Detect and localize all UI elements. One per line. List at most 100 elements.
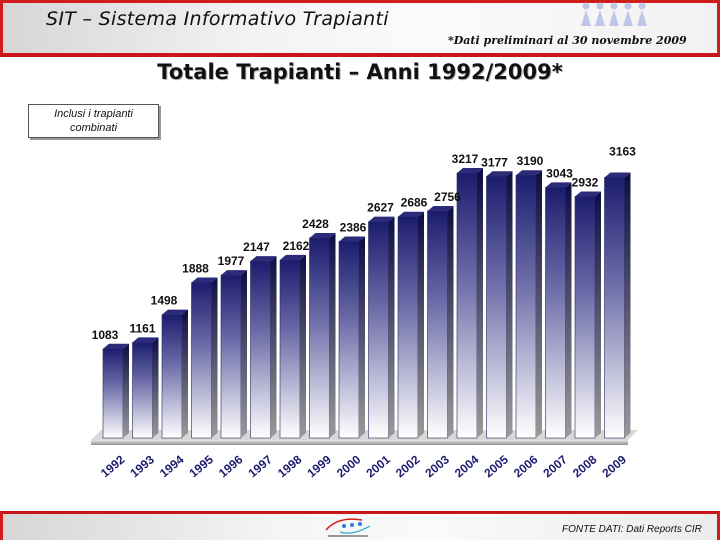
bar-top (162, 309, 188, 315)
bar-front (102, 348, 124, 439)
floor-front (91, 440, 628, 445)
bar-2006 (515, 170, 542, 439)
bar-front (309, 237, 330, 439)
value-label-1993: 1161 (129, 321, 155, 335)
cnt-logo-icon (325, 518, 371, 537)
header-divider (0, 53, 720, 57)
bar-top (398, 211, 424, 217)
x-tick-2009: 2009 (599, 452, 629, 480)
bar-2001 (368, 216, 395, 439)
bar-2007 (545, 182, 572, 439)
bar-2004 (456, 168, 483, 439)
x-tick-2002: 2002 (393, 452, 423, 480)
bar-front (486, 175, 507, 439)
bar-front (161, 314, 183, 439)
x-tick-1997: 1997 (245, 452, 275, 480)
x-tick-1996: 1996 (216, 452, 246, 480)
value-label-1992: 1083 (92, 328, 119, 342)
bar-front (250, 260, 271, 439)
bar-2000 (338, 236, 365, 439)
bar-top (280, 254, 306, 260)
bar-top (339, 236, 365, 242)
bar-side (536, 170, 542, 438)
bar-top (427, 205, 454, 211)
x-tick-1999: 1999 (304, 452, 334, 480)
bar-top (516, 170, 542, 176)
value-label-1995: 1888 (182, 261, 209, 275)
value-label-2005: 3177 (481, 155, 508, 169)
x-tick-2000: 2000 (334, 452, 364, 480)
bars-group (102, 168, 631, 439)
x-tick-1994: 1994 (157, 452, 187, 480)
bar-side (477, 168, 483, 438)
value-label-1998: 2162 (283, 239, 310, 253)
bar-side (270, 256, 277, 438)
bar-top (486, 171, 513, 177)
preliminary-note: *Dati preliminari al 30 novembre 2009 (448, 34, 687, 47)
bar-1999 (309, 232, 336, 439)
bar-1997 (250, 256, 277, 439)
bar-side (624, 172, 631, 438)
value-label-1994: 1498 (151, 294, 178, 308)
bar-front (456, 172, 478, 439)
bar-side (241, 270, 247, 438)
bar-front (368, 221, 389, 439)
value-label-1997: 2147 (243, 240, 270, 254)
bar-front (545, 187, 566, 439)
bar-top (604, 172, 631, 178)
x-tick-2003: 2003 (422, 452, 452, 480)
bar-front (574, 196, 596, 439)
chart-title: Totale Trapianti – Anni 1992/2009* (157, 60, 563, 84)
value-label-2004: 3217 (452, 152, 479, 166)
note-line-1: Inclusi i trapianti (54, 108, 133, 120)
bar-2005 (486, 171, 513, 439)
bar-top (309, 232, 336, 238)
bar-side (388, 216, 395, 438)
bar-2003 (427, 205, 454, 439)
bar-front (515, 174, 537, 439)
x-tick-1995: 1995 (186, 452, 216, 480)
value-label-1996: 1977 (218, 254, 245, 268)
x-tick-2004: 2004 (452, 452, 482, 480)
data-source: FONTE DATI: Dati Reports CIR (562, 524, 702, 535)
bar-top (545, 182, 572, 188)
bar-top (368, 216, 395, 222)
bar-top (221, 270, 247, 276)
bar-top (191, 277, 218, 283)
bar-1993 (132, 337, 159, 439)
bar-2002 (397, 211, 424, 439)
bar-side (300, 254, 306, 438)
value-label-2006: 3190 (517, 154, 544, 168)
x-tick-labels: 1992 1993 1994 1995 1996 1997 1998 1999 2000 2001… (98, 452, 629, 480)
bar-side (418, 211, 424, 438)
bar-front (338, 241, 360, 439)
bar-side (447, 205, 454, 438)
x-tick-2005: 2005 (481, 452, 511, 480)
bar-front (397, 216, 419, 439)
bar-top (103, 343, 129, 349)
bar-top (250, 256, 277, 262)
value-label-2008: 2932 (572, 175, 599, 189)
x-tick-2006: 2006 (511, 452, 541, 480)
bar-1994 (161, 309, 188, 439)
x-tick-1998: 1998 (275, 452, 305, 480)
x-tick-1993: 1993 (127, 452, 157, 480)
note-line-2: combinati (69, 122, 118, 134)
bar-front (220, 274, 242, 439)
bar-side (152, 337, 159, 438)
bar-side (211, 277, 218, 438)
bar-side (123, 343, 129, 438)
value-label-2000: 2386 (340, 220, 367, 234)
bar-top (457, 168, 483, 173)
bar-side (595, 191, 601, 438)
bar-2009 (604, 172, 631, 439)
x-tick-2007: 2007 (540, 452, 570, 480)
bar-1992 (102, 343, 129, 439)
bar-side (506, 171, 513, 439)
bar-1996 (220, 270, 247, 439)
note-box: Inclusi i trapianti combinati (28, 104, 159, 138)
x-tick-2008: 2008 (570, 452, 600, 480)
bar-front (604, 177, 625, 439)
